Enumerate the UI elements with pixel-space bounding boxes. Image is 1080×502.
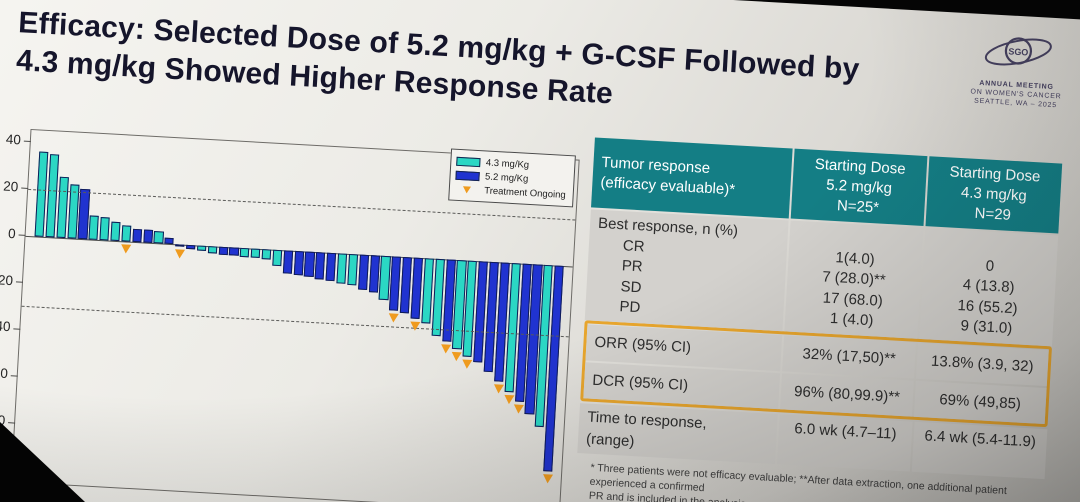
orr-value-43: 13.8% (3.9, 32) [915,342,1049,386]
ttr-value-43: 6.4 wk (5.4-11.9) [911,421,1048,479]
waterfall-bar [110,221,121,241]
treatment-ongoing-marker [451,351,462,362]
waterfall-bar [218,246,228,255]
sgo-logo-icon: SGO [984,37,1052,66]
sgo-logo-acronym: SGO [1008,46,1029,57]
waterfall-bar [304,251,315,278]
waterfall-bar [378,255,391,301]
waterfall-bar [293,250,304,276]
header-dose-52: Starting Dose 5.2 mg/kg N=25* [790,148,928,226]
waterfall-bar [153,230,164,244]
treatment-ongoing-marker [493,384,504,395]
waterfall-plot: 4.3 mg/Kg 5.2 mg/Kg Treatment Ongoing 40… [0,128,580,502]
waterfall-bar [99,217,110,241]
y-tick-label: -40 [0,318,11,335]
waterfall-bar [132,228,142,242]
y-tick-label: 40 [5,131,22,148]
treatment-ongoing-marker [461,359,473,369]
best-response-labels: Best response, n (%) CR PR SD PD [584,209,789,331]
slide-title: Efficacy: Selected Dose of 5.2 mg/kg + G… [15,4,860,127]
y-tick-label: 20 [2,178,19,195]
waterfall-bar [368,254,380,293]
legend-label-ongoing: Treatment Ongoing [484,184,566,201]
y-tick-label: -60 [0,365,9,382]
waterfall-bar [314,251,326,280]
best-response-values-52: 1(4.0) 7 (28.0)** 17 (68.0) 1 (4.0) [784,220,924,339]
treatment-ongoing-marker [120,243,131,254]
waterfall-bar [121,225,132,242]
best-response-values-43: 0 4 (13.8) 16 (55.2) 9 (31.0) [919,228,1059,346]
dcr-value-52: 96% (80,99.9)** [780,372,914,417]
waterfall-bar [357,254,369,290]
treatment-ongoing-marker [174,249,186,259]
waterfall-bar [77,189,90,239]
legend-swatch-4-3-icon [455,156,481,167]
orr-value-52: 32% (17,50)** [782,334,916,379]
treatment-ongoing-marker [513,404,525,415]
sgo-logo-text: ANNUAL MEETING ON WOMEN'S CANCER SEATTLE… [950,77,1080,111]
ttr-value-52: 6.0 wk (4.7–11) [777,413,913,472]
treatment-ongoing-marker [388,312,399,323]
legend-label-4-3: 4.3 mg/Kg [485,156,530,171]
y-axis-title: Change in tumor size from baseline ,% [0,173,3,432]
waterfall-bar [142,229,153,243]
chart-legend: 4.3 mg/Kg 5.2 mg/Kg Treatment Ongoing [447,148,576,208]
sgo-logo: SGO ANNUAL MEETING ON WOMEN'S CANCER SEA… [950,26,1080,111]
waterfall-bar [186,244,196,250]
dcr-value-43: 69% (49,85) [913,380,1047,424]
treatment-ongoing-marker [409,321,421,331]
waterfall-bar [325,252,337,281]
y-tick-mark [15,281,24,283]
waterfall-bar [175,243,185,247]
header-tumor-response: Tumor response (efficacy evaluable)* [591,137,793,219]
treatment-ongoing-marker [542,474,554,484]
ttr-label: Time to response, (range) [577,402,778,464]
y-tick-mark [23,140,31,142]
treatment-ongoing-marker [503,394,514,405]
waterfall-bar [347,253,359,286]
waterfall-bar [272,249,283,267]
y-tick-mark [13,328,21,330]
header-dose-43: Starting Dose 4.3 mg/kg N=29 [925,156,1063,234]
treatment-ongoing-marker [441,343,452,354]
waterfall-bar [207,245,218,254]
legend-swatch-5-2-icon [454,170,480,181]
waterfall-bar [336,252,348,284]
waterfall-bar [196,245,207,252]
legend-label-5-2: 5.2 mg/Kg [484,170,529,185]
waterfall-bar [164,237,175,244]
waterfall-bar [261,248,272,260]
waterfall-bar [229,246,239,256]
waterfall-bar [250,248,261,258]
waterfall-bar [240,247,250,258]
y-tick-label: -20 [0,271,14,288]
waterfall-bar [88,215,100,240]
waterfall-chart: Change in tumor size from baseline ,% 4.… [0,128,580,502]
photo-corner-shadow [0,422,85,502]
waterfall-bar [282,249,294,274]
y-tick-mark [10,374,18,377]
legend-triangle-icon [462,185,471,194]
y-tick-label: 0 [7,225,17,241]
results-table: Tumor response (efficacy evaluable)* Sta… [575,137,1063,502]
